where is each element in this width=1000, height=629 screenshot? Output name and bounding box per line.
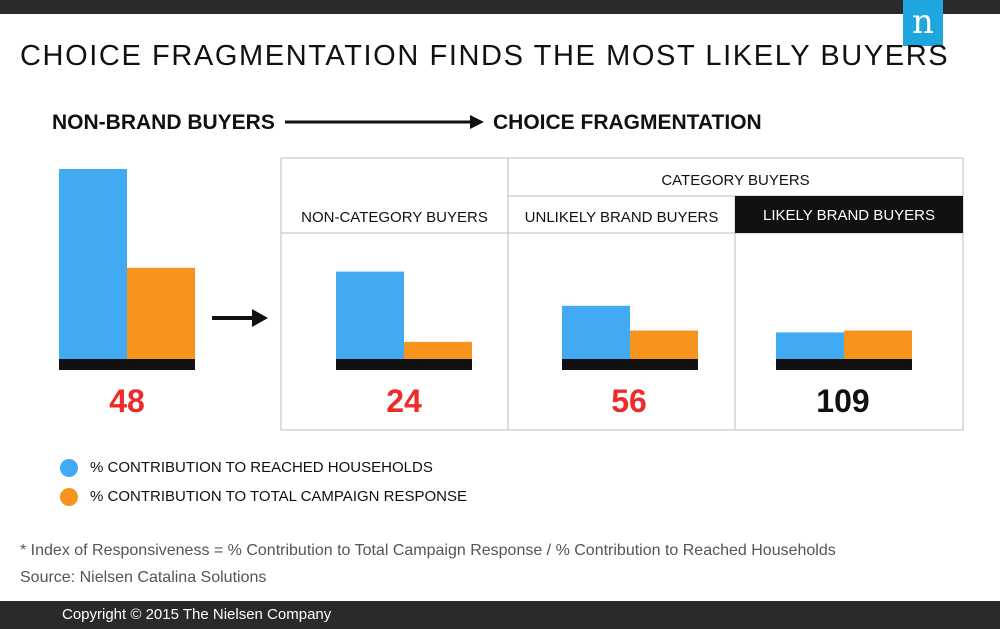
bars-layer xyxy=(59,169,912,370)
header-non-category-buyers: NON-CATEGORY BUYERS xyxy=(301,209,488,226)
top-band xyxy=(0,0,1000,14)
bar-non-category-reached xyxy=(336,271,404,359)
header-likely-brand-buyers: LIKELY BRAND BUYERS xyxy=(735,196,963,233)
table-frame xyxy=(280,157,964,431)
legend-label-response: % CONTRIBUTION TO TOTAL CAMPAIGN RESPONS… xyxy=(90,488,468,505)
footnote-index-definition: * Index of Responsiveness = % Contributi… xyxy=(20,542,836,559)
legend-dot-response xyxy=(60,488,78,506)
baseline-non-brand xyxy=(59,359,195,370)
flow-arrow-head xyxy=(470,115,484,129)
bar-non-category-response xyxy=(404,341,472,359)
footer-bar xyxy=(0,601,1000,629)
legend-label-reached: % CONTRIBUTION TO REACHED HOUSEHOLDS xyxy=(90,459,433,476)
flow-label-non-brand: NON-BRAND BUYERS xyxy=(52,111,275,134)
page-title: CHOICE FRAGMENTATION FINDS THE MOST LIKE… xyxy=(20,40,950,72)
header-category-buyers: CATEGORY BUYERS xyxy=(661,172,810,189)
nielsen-logo: n xyxy=(903,0,943,46)
bar-non-brand-reached xyxy=(59,169,127,359)
bar-non-brand-response xyxy=(127,267,195,359)
legend-dot-reached xyxy=(60,459,78,477)
baseline-unlikely-brand xyxy=(562,359,698,370)
index-value-likely: 109 xyxy=(816,383,870,419)
bar-likely-brand-response xyxy=(844,330,912,359)
baseline-non-category xyxy=(336,359,472,370)
bar-unlikely-brand-reached xyxy=(562,305,630,359)
copyright-text: Copyright © 2015 The Nielsen Company xyxy=(62,606,332,623)
baseline-likely-brand xyxy=(776,359,912,370)
source-note: Source: Nielsen Catalina Solutions xyxy=(20,569,267,586)
index-value-unlikely: 56 xyxy=(611,383,647,419)
index-value-non-category: 24 xyxy=(386,383,422,419)
index-value-non-brand: 48 xyxy=(109,383,145,419)
transition-arrow-head xyxy=(252,309,268,327)
bar-unlikely-brand-response xyxy=(630,330,698,359)
flow-label-choice-fragmentation: CHOICE FRAGMENTATION xyxy=(493,111,762,134)
bar-likely-brand-reached xyxy=(776,332,844,359)
header-unlikely-brand-buyers: UNLIKELY BRAND BUYERS xyxy=(524,209,719,226)
